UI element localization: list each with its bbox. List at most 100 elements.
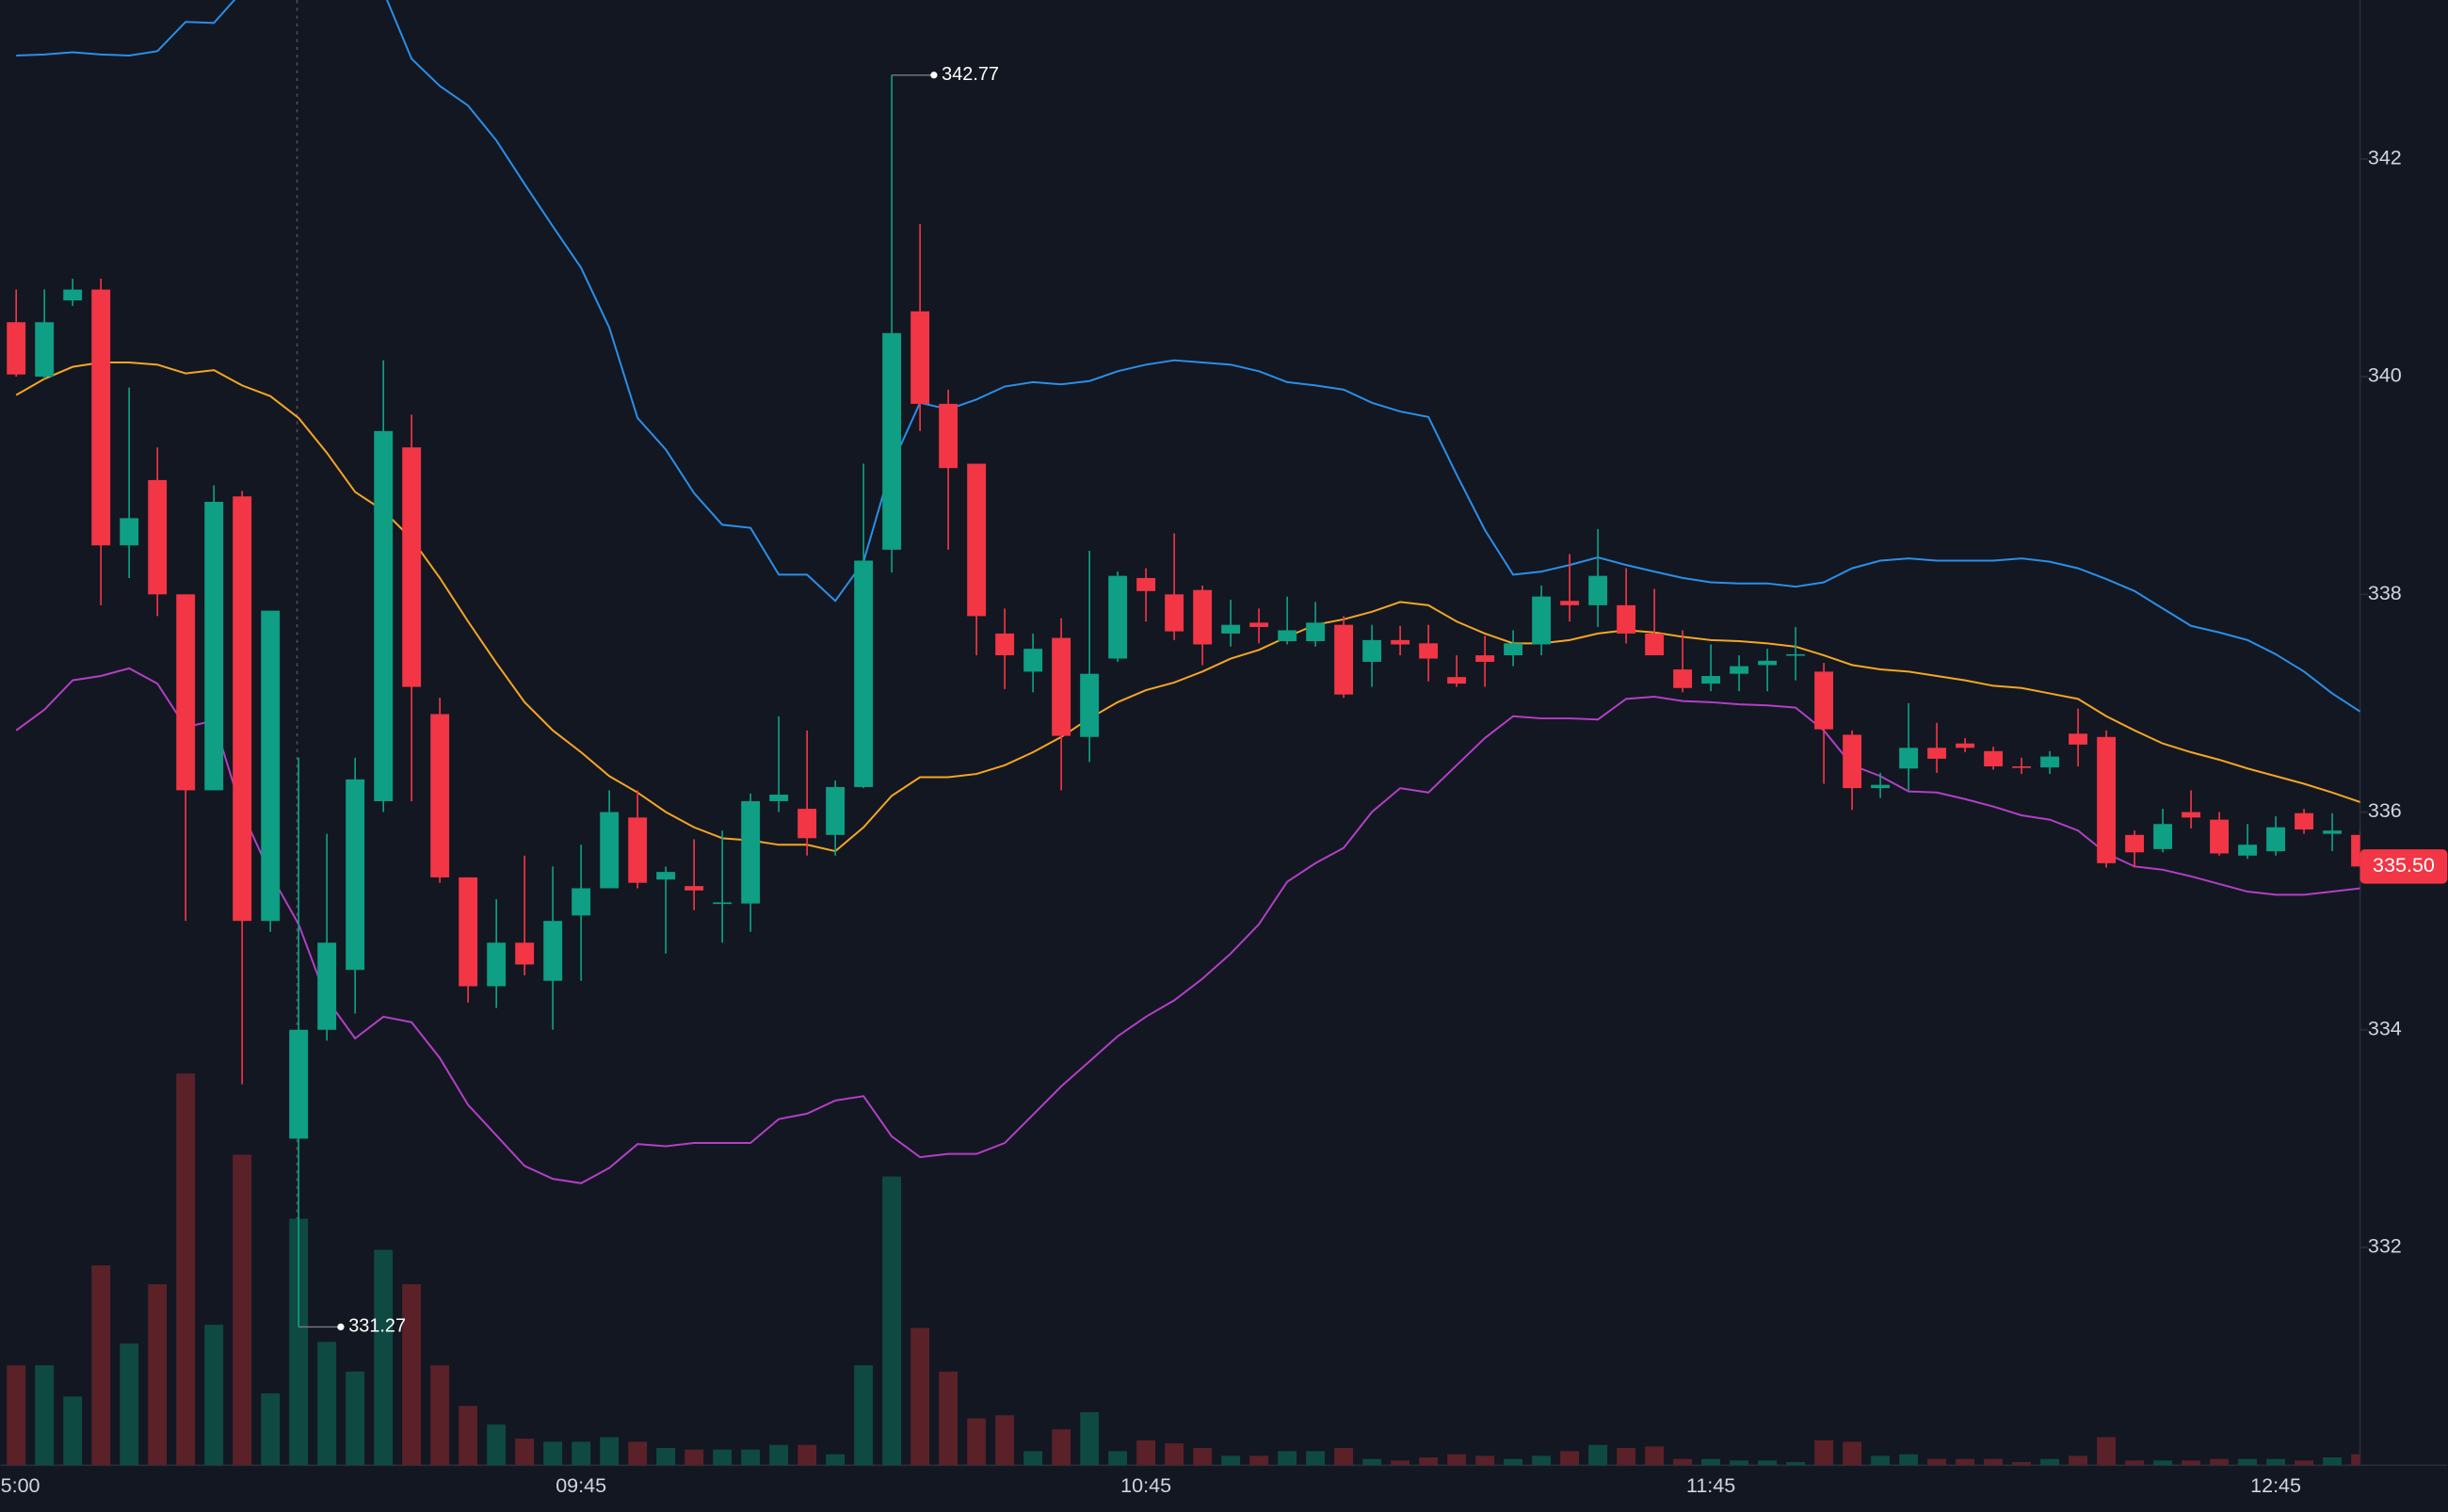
volume-bar — [684, 1449, 704, 1466]
volume-bar — [572, 1441, 591, 1466]
candle-body — [2323, 830, 2343, 834]
volume-bar — [826, 1454, 846, 1466]
volume-bar — [1221, 1456, 1241, 1466]
volume-bar — [7, 1365, 26, 1466]
volume-bar — [120, 1343, 139, 1466]
candle-body — [1249, 622, 1269, 627]
candle-layer — [7, 74, 2360, 1327]
candle-body — [826, 786, 846, 835]
candle-body — [2210, 819, 2230, 854]
volume-bar — [1673, 1458, 1693, 1466]
candle-body — [374, 430, 394, 801]
volume-bar — [1447, 1454, 1467, 1466]
candle-body — [2012, 765, 2032, 768]
candle-body — [1165, 594, 1184, 632]
candle-body — [2069, 733, 2088, 745]
candle-body — [2238, 844, 2258, 856]
candle-body — [910, 311, 930, 404]
volume-bar — [1758, 1460, 1778, 1466]
volume-bar — [289, 1218, 309, 1466]
candle-body — [515, 942, 535, 965]
y-tick-label: 336 — [2368, 799, 2402, 822]
volume-bar — [487, 1424, 507, 1466]
candle-body — [769, 795, 789, 801]
volume-bar — [317, 1342, 337, 1466]
candle-body — [1730, 666, 1749, 674]
candle-body — [684, 886, 704, 891]
candle-body — [204, 502, 224, 791]
candle-body — [148, 479, 168, 595]
volume-bar — [2125, 1460, 2145, 1466]
volume-bar — [2323, 1456, 2343, 1466]
candle-body — [1278, 630, 1297, 642]
volume-bar — [967, 1418, 987, 1466]
candle-body — [261, 610, 281, 922]
volume-bar — [1984, 1458, 2004, 1466]
last-price-label: 335.50 — [2373, 854, 2435, 877]
volume-bar — [1278, 1451, 1297, 1466]
candle-body — [1758, 660, 1778, 666]
x-tick-label: 10:45 — [1120, 1474, 1171, 1497]
volume-bar — [1023, 1451, 1043, 1466]
candle-body — [1419, 643, 1439, 659]
volume-bar — [1334, 1448, 1354, 1466]
volume-bar — [459, 1406, 478, 1466]
volume-bar — [656, 1448, 676, 1466]
candle-body — [7, 322, 26, 375]
volume-bar — [797, 1444, 817, 1466]
volume-bar — [204, 1325, 224, 1466]
candle-body — [2040, 756, 2060, 768]
candle-body — [939, 403, 958, 469]
candle-body — [346, 779, 365, 971]
candle-body — [1645, 633, 1665, 656]
candle-body — [233, 496, 252, 922]
candle-body — [1447, 677, 1467, 684]
candle-body — [2097, 736, 2117, 863]
volume-bar — [430, 1365, 450, 1466]
volume-bar — [854, 1365, 874, 1466]
marker-label: 331.27 — [348, 1316, 406, 1337]
candle-body — [1984, 750, 2004, 766]
candle-body — [1391, 639, 1410, 645]
volume-bar — [910, 1327, 930, 1466]
band-line — [15, 667, 2360, 1184]
volume-bar — [769, 1444, 789, 1466]
candle-body — [1136, 577, 1156, 591]
volume-bar — [939, 1371, 958, 1466]
candle-body — [1560, 601, 1580, 605]
volume-bar — [176, 1073, 196, 1466]
candle-body — [1843, 734, 1862, 789]
volume-bar — [2351, 1454, 2360, 1466]
candle-body — [289, 1029, 309, 1139]
x-tick-label: 12:45 — [2250, 1474, 2301, 1497]
volume-bar — [1052, 1429, 1071, 1466]
candle-body — [1617, 604, 1636, 634]
volume-bar — [1419, 1456, 1439, 1466]
volume-bar — [1786, 1461, 1806, 1466]
volume-bar — [1899, 1454, 1919, 1466]
volume-bar — [1956, 1458, 1975, 1466]
volume-bar — [1843, 1441, 1862, 1466]
volume-bar — [2097, 1437, 2117, 1466]
volume-bar — [2182, 1460, 2201, 1466]
candle-body — [63, 289, 83, 301]
volume-bar — [1701, 1458, 1721, 1466]
volume-bar — [1080, 1411, 1100, 1466]
volume-bar — [515, 1439, 535, 1466]
volume-bar — [1560, 1451, 1580, 1466]
candle-body — [317, 942, 337, 1030]
volume-bar — [1249, 1456, 1269, 1466]
marker-dot — [930, 72, 938, 79]
candle-body — [1814, 671, 1834, 730]
candle-body — [1306, 622, 1326, 642]
candle-body — [1701, 676, 1721, 684]
candle-body — [487, 942, 507, 987]
candle-body — [572, 888, 591, 916]
volume-bar — [63, 1396, 83, 1466]
x-tick-label: 11:45 — [1686, 1474, 1735, 1497]
volume-bar — [2266, 1458, 2286, 1466]
volume-bar — [1108, 1451, 1128, 1466]
candle-body — [1193, 589, 1213, 645]
volume-bar — [1617, 1448, 1636, 1466]
